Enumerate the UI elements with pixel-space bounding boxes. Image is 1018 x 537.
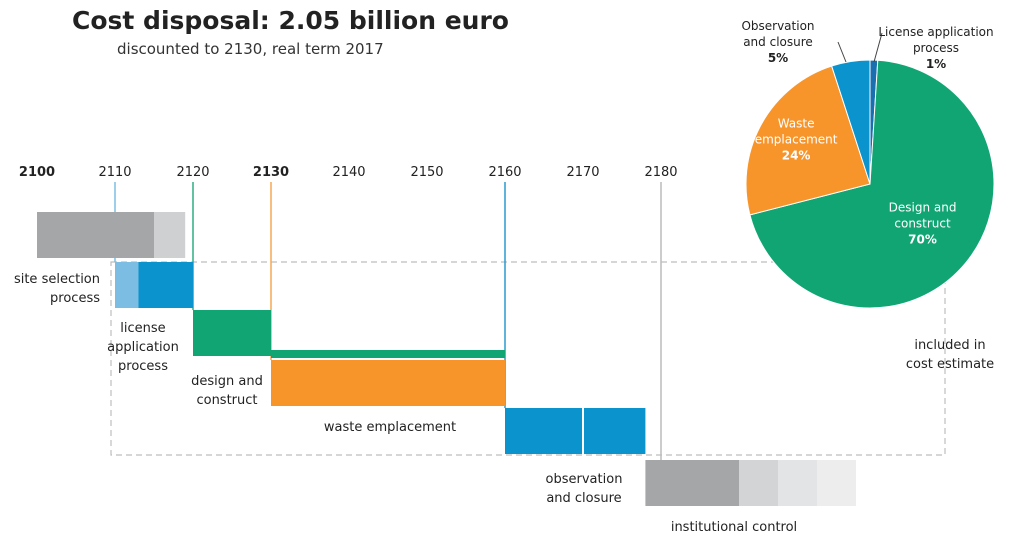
axis-tick-label: 2120	[176, 165, 209, 180]
phase-label: process	[118, 359, 168, 374]
bar-site-selection-process	[154, 212, 186, 258]
phase-label: application	[107, 340, 179, 355]
axis-tick-label: 2160	[488, 165, 521, 180]
axis-tick-label: 2130	[253, 165, 289, 180]
phase-label: design and	[191, 374, 263, 389]
axis-tick-label: 2180	[644, 165, 677, 180]
phase-label: site selection	[14, 272, 100, 287]
phase-label: construct	[196, 393, 257, 408]
chart-subtitle: discounted to 2130, real term 2017	[117, 40, 384, 58]
bar-institutional-control	[739, 460, 778, 506]
bar-waste-emplacement	[271, 360, 505, 406]
bar-design-and-construct	[193, 310, 271, 356]
bar-observation-and-closure	[583, 408, 646, 454]
pie-label: License application	[878, 25, 993, 39]
axis-tick-label: 2100	[19, 165, 55, 180]
pie-label: 1%	[926, 57, 946, 71]
phase-label: and closure	[546, 491, 621, 506]
pie-slice-waste-emplacement	[745, 65, 871, 216]
pie-slice-design-and-construct	[749, 59, 995, 309]
bar-license-application-process	[115, 262, 139, 308]
pie-label: and closure	[743, 35, 813, 49]
pie-label: emplacement	[755, 132, 838, 146]
bar-site-selection-process	[37, 212, 154, 258]
pie-label: process	[913, 41, 959, 55]
phase-label: institutional control	[671, 520, 797, 535]
bar-institutional-control	[817, 460, 856, 506]
pie-leader-line	[837, 41, 847, 63]
bar-observation-and-closure	[505, 408, 583, 454]
phase-label: observation	[546, 472, 623, 487]
pie-slice-observation-and-closure	[831, 59, 871, 185]
axis-tick-label: 2170	[566, 165, 599, 180]
pie-label: 70%	[908, 232, 937, 246]
bar-institutional-control	[645, 460, 739, 506]
annotation-label: cost estimate	[906, 357, 994, 372]
pie-label: Observation	[741, 19, 814, 33]
pie-label: 5%	[768, 51, 788, 65]
bar-license-application-process	[138, 262, 193, 308]
pie-label: 24%	[782, 148, 811, 162]
bar-design-construct-thin	[271, 350, 505, 358]
pie-leader-line	[873, 32, 883, 63]
pie-label: construct	[894, 216, 951, 230]
chart-title: Cost disposal: 2.05 billion euro	[72, 6, 509, 35]
axis-tick-label: 2110	[98, 165, 131, 180]
phase-label: waste emplacement	[324, 420, 456, 435]
axis-tick-label: 2140	[332, 165, 365, 180]
pie-label: Design and	[889, 200, 957, 214]
annotation-label: included in	[914, 338, 985, 353]
phase-label: license	[120, 321, 165, 336]
axis-tick-label: 2150	[410, 165, 443, 180]
pie-label: Waste	[778, 116, 815, 130]
included-cost-estimate-box	[110, 261, 946, 456]
bar-institutional-control	[778, 460, 817, 506]
phase-label: process	[50, 291, 100, 306]
